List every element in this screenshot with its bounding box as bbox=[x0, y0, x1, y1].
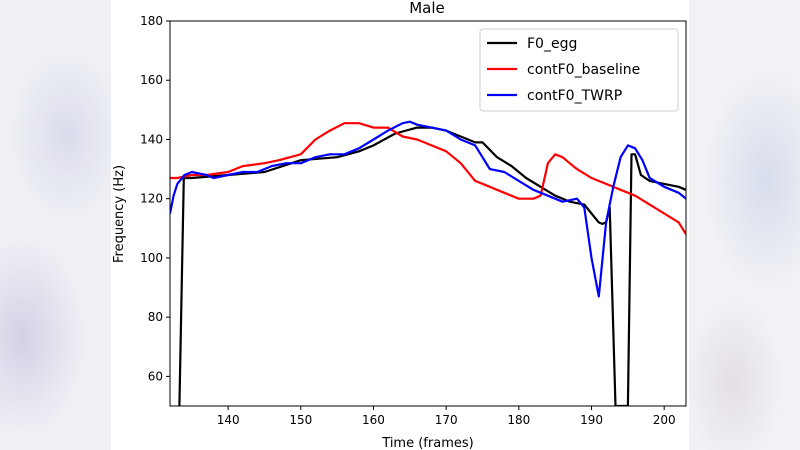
y-tick-label: 80 bbox=[148, 310, 163, 324]
legend-label: contF0_baseline bbox=[527, 62, 640, 78]
plot-frame bbox=[169, 20, 687, 407]
x-tick-label: 140 bbox=[217, 413, 240, 427]
background-right bbox=[689, 0, 800, 450]
line-chart: Male 140 150 160 170 180 190 20060801001201401… bbox=[112, 0, 687, 450]
x-axis-label: Time (frames) bbox=[381, 436, 473, 450]
chart-figure: Male 140 150 160 170 180 190 200 60 80 100 120 140 1… bbox=[111, 0, 689, 450]
x-tick-label: 200 bbox=[653, 413, 676, 427]
tick-layer: 140 150 160 170 180 190 200 60 80 100 120 140 160 180 bbox=[140, 14, 676, 427]
series-line-contf0-twrp bbox=[170, 120, 686, 298]
y-tick-label: 60 bbox=[148, 369, 163, 383]
y-tick-label: 100 bbox=[140, 251, 163, 265]
y-tick-label: 120 bbox=[140, 192, 163, 206]
background-left bbox=[0, 0, 111, 450]
legend: F0_egg contF0_baseline contF0_TWRP bbox=[479, 28, 679, 112]
x-tick-label: 150 bbox=[289, 413, 312, 427]
y-axis-label: Frequency (Hz) bbox=[112, 165, 127, 263]
series-line-contf0-baseline bbox=[170, 122, 686, 235]
x-tick-label: 170 bbox=[435, 413, 458, 427]
y-tick-label: 160 bbox=[140, 73, 163, 87]
x-tick-label: 180 bbox=[507, 413, 530, 427]
y-tick-label: 180 bbox=[140, 14, 163, 28]
series-layer bbox=[170, 120, 686, 406]
series-line-f0-egg bbox=[178, 126, 686, 406]
y-tick-label: 140 bbox=[140, 132, 163, 146]
legend-label: F0_egg bbox=[527, 36, 577, 52]
x-tick-label: 160 bbox=[362, 413, 385, 427]
chart-title: Male bbox=[409, 0, 445, 17]
legend-box bbox=[479, 28, 679, 112]
legend-label: contF0_TWRP bbox=[527, 88, 622, 104]
x-tick-label: 190 bbox=[580, 413, 603, 427]
